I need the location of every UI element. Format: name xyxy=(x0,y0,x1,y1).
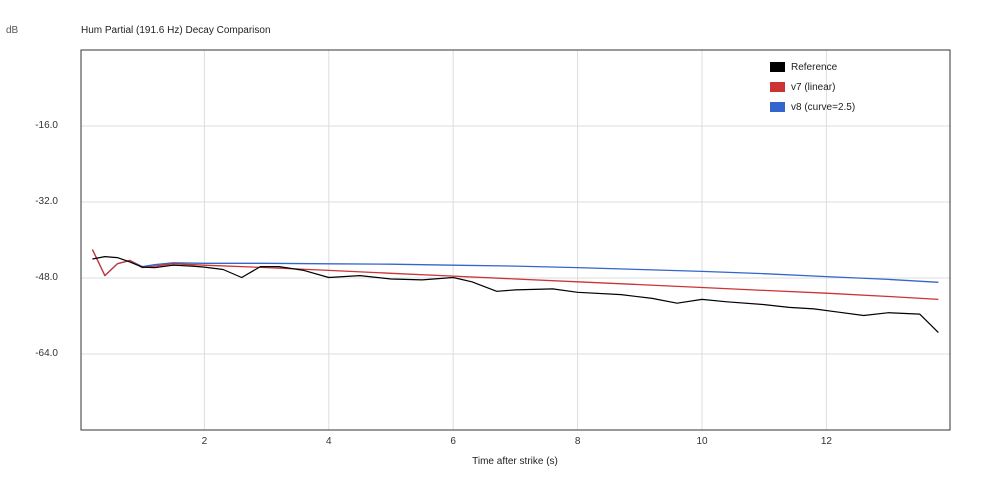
series-line-0 xyxy=(92,256,939,334)
x-tick-label: 12 xyxy=(820,436,832,447)
series-lines xyxy=(91,249,939,334)
y-tick-label: -16.0 xyxy=(35,120,58,131)
legend-item-reference: Reference xyxy=(770,57,855,77)
legend-swatch-v7 xyxy=(770,82,785,92)
x-tick-label: 6 xyxy=(450,436,456,447)
series-line-1 xyxy=(91,249,939,301)
legend-label: v7 (linear) xyxy=(791,81,836,93)
x-tick-label: 10 xyxy=(696,436,708,447)
gridlines xyxy=(81,50,950,430)
legend-item-v7: v7 (linear) xyxy=(770,77,855,97)
legend-label: Reference xyxy=(791,61,838,73)
x-tick-label: 8 xyxy=(574,436,581,447)
legend-swatch-v8 xyxy=(770,102,785,112)
plot-frame xyxy=(80,49,951,431)
x-tick-label: 2 xyxy=(201,436,208,447)
legend-label: v8 (curve=2.5) xyxy=(791,101,856,113)
legend: Reference v7 (linear) v8 (curve=2.5) xyxy=(770,57,855,117)
y-tick-label: -32.0 xyxy=(35,196,58,207)
y-axis-unit-label: dB xyxy=(6,25,19,36)
chart-title: Hum Partial (191.6 Hz) Decay Comparison xyxy=(81,25,271,36)
y-tick-label: -64.0 xyxy=(35,348,58,359)
x-tick-label: 4 xyxy=(326,436,332,447)
x-axis-label: Time after strike (s) xyxy=(472,456,558,467)
legend-item-v8: v8 (curve=2.5) xyxy=(770,97,855,117)
y-tick-label: -48.0 xyxy=(35,272,58,283)
legend-swatch-reference xyxy=(770,62,785,72)
